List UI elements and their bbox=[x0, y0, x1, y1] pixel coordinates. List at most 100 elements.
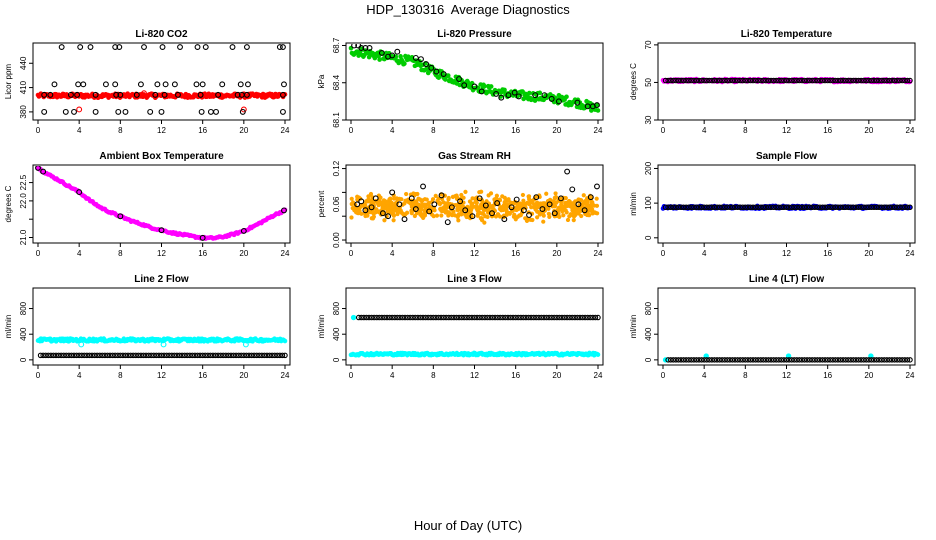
data-point bbox=[276, 44, 283, 51]
x-tick-label: 20 bbox=[239, 126, 248, 135]
data-point bbox=[809, 77, 815, 84]
x-tick-label: 16 bbox=[511, 126, 520, 135]
data-point bbox=[274, 352, 281, 359]
data-point bbox=[84, 352, 90, 359]
data-point bbox=[148, 352, 154, 359]
data-point bbox=[63, 352, 70, 359]
data-point bbox=[48, 352, 54, 359]
x-tick-label: 24 bbox=[594, 371, 603, 380]
data-point bbox=[438, 192, 445, 199]
data-point bbox=[662, 204, 669, 211]
data-point bbox=[160, 341, 167, 348]
data-point bbox=[667, 204, 674, 211]
data-point bbox=[773, 77, 779, 84]
data-point bbox=[213, 108, 219, 115]
data-point bbox=[512, 314, 519, 321]
data-point bbox=[425, 314, 431, 321]
panel-title: Line 4 (LT) Flow bbox=[749, 274, 825, 285]
panel-line2-flow: Line 2 Flow ml/min 0 4 8 12 16 20 24 0 400 800 bbox=[4, 274, 291, 380]
data-point bbox=[868, 77, 875, 84]
data-point bbox=[570, 201, 576, 206]
data-point bbox=[122, 352, 129, 359]
y-tick-label: 22.5 bbox=[19, 174, 28, 190]
data-point bbox=[721, 357, 728, 363]
data-point bbox=[122, 108, 129, 115]
data-point bbox=[448, 212, 453, 217]
data-point bbox=[786, 77, 792, 84]
y-axis-label: kPa bbox=[317, 74, 326, 88]
data-point bbox=[281, 207, 287, 214]
data-point bbox=[62, 108, 69, 115]
data-point bbox=[533, 207, 538, 212]
data-point bbox=[558, 206, 563, 212]
data-point bbox=[279, 352, 286, 359]
data-point bbox=[907, 204, 913, 211]
data-point bbox=[512, 212, 517, 217]
data-point bbox=[235, 352, 242, 359]
data-point bbox=[536, 204, 541, 209]
data-point bbox=[89, 352, 95, 359]
data-point bbox=[561, 314, 568, 321]
data-point bbox=[386, 314, 393, 321]
data-point bbox=[584, 201, 589, 206]
data-point bbox=[595, 314, 601, 321]
data-point bbox=[415, 314, 421, 321]
data-point bbox=[791, 77, 797, 84]
data-point bbox=[418, 56, 424, 63]
x-tick-label: 12 bbox=[470, 371, 479, 380]
data-point bbox=[732, 77, 738, 84]
data-point bbox=[417, 314, 424, 321]
data-point bbox=[745, 77, 751, 84]
data-point bbox=[760, 77, 767, 84]
data-point bbox=[145, 352, 152, 359]
data-point bbox=[827, 204, 833, 211]
data-point bbox=[703, 77, 710, 84]
data-point bbox=[873, 357, 880, 363]
data-point bbox=[685, 204, 692, 211]
data-point bbox=[886, 204, 893, 211]
data-point bbox=[594, 203, 600, 208]
data-point bbox=[153, 352, 160, 359]
data-point bbox=[78, 341, 85, 348]
y-tick-label: 50 bbox=[644, 77, 653, 86]
data-point bbox=[464, 314, 470, 321]
data-point bbox=[750, 204, 756, 211]
data-point bbox=[176, 352, 183, 359]
data-point bbox=[850, 77, 857, 84]
data-point bbox=[494, 200, 501, 207]
data-point bbox=[709, 357, 715, 363]
data-point bbox=[219, 81, 226, 88]
x-tick-label: 12 bbox=[157, 126, 166, 135]
data-point bbox=[115, 108, 122, 115]
data-point bbox=[494, 314, 501, 321]
data-point bbox=[500, 314, 506, 321]
data-point bbox=[670, 204, 677, 211]
data-point bbox=[459, 211, 464, 216]
data-point bbox=[595, 211, 600, 216]
data-point bbox=[543, 314, 550, 321]
data-point bbox=[571, 218, 576, 223]
y-axis-label: degrees C bbox=[629, 63, 638, 100]
data-point bbox=[207, 108, 214, 115]
data-point bbox=[112, 44, 119, 51]
data-point bbox=[355, 194, 360, 199]
data-point bbox=[675, 204, 682, 211]
x-tick-label: 0 bbox=[36, 371, 41, 380]
data-point bbox=[463, 212, 468, 217]
data-point bbox=[742, 204, 749, 211]
data-point bbox=[478, 88, 485, 95]
data-point bbox=[112, 352, 118, 359]
x-tick-label: 20 bbox=[552, 249, 561, 258]
data-point bbox=[574, 314, 581, 321]
data-point bbox=[817, 357, 823, 363]
data-point bbox=[389, 314, 395, 321]
data-point bbox=[538, 314, 545, 321]
data-point bbox=[546, 314, 552, 321]
data-point bbox=[239, 108, 246, 115]
y-tick-label: 100 bbox=[644, 196, 653, 210]
x-tick-label: 8 bbox=[118, 249, 123, 258]
data-point bbox=[404, 191, 409, 197]
data-point bbox=[520, 207, 527, 214]
data-point bbox=[541, 92, 548, 99]
data-point bbox=[858, 204, 864, 211]
